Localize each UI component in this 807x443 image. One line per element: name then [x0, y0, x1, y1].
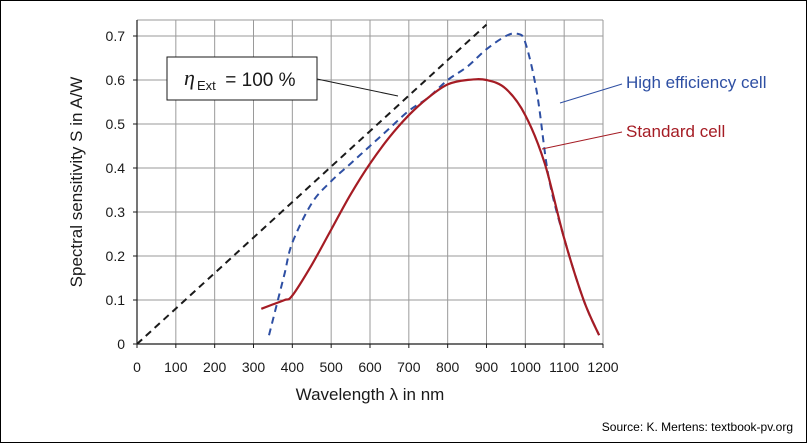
y-tick-label: 0.7	[106, 28, 126, 44]
y-tick-label: 0.4	[106, 160, 126, 176]
y-tick-label: 0.1	[106, 292, 126, 308]
standard-cell-leader-line	[541, 131, 623, 150]
y-tick-label: 0.2	[106, 248, 126, 264]
source-credit: Source: K. Mertens: textbook-pv.org	[601, 420, 793, 434]
y-tick-label: 0	[117, 336, 125, 352]
x-tick-label: 600	[358, 359, 382, 375]
x-tick-label: 500	[319, 359, 343, 375]
eta-value: = 100 %	[220, 70, 296, 91]
y-axis-title: Spectral sensitivity S in A/W	[67, 77, 86, 288]
series-layer	[137, 23, 601, 344]
y-tick-label: 0.3	[106, 204, 126, 220]
standard-cell-label: Standard cell	[626, 122, 725, 141]
x-tick-label: 900	[475, 359, 499, 375]
x-tick-label: 1100	[549, 359, 579, 375]
high-efficiency-label: High efficiency cell	[626, 73, 766, 92]
eta-symbol: η	[184, 65, 195, 90]
eta-subscript: Ext	[197, 78, 216, 93]
x-tick-label: 300	[242, 359, 266, 375]
y-tick-label: 0.6	[106, 72, 126, 88]
x-tick-label: 200	[203, 359, 227, 375]
x-tick-label: 1200	[587, 359, 618, 375]
x-tick-label: 100	[164, 359, 188, 375]
eta-annotation: η Ext = 100 %	[166, 56, 399, 101]
x-tick-label: 700	[397, 359, 421, 375]
high-efficiency-leader-line	[559, 83, 623, 104]
series-line-2	[260, 78, 601, 336]
x-tick-label: 400	[281, 359, 305, 375]
x-tick-label: 800	[436, 359, 460, 375]
series-line-1	[268, 32, 601, 336]
grid	[137, 19, 604, 344]
x-axis-title: Wavelength λ in nm	[296, 385, 445, 404]
axes	[133, 20, 604, 348]
tick-labels: 0 100 200 300 400 500 600 700 800 900 1000 1100 1200…	[106, 28, 619, 375]
x-tick-label: 0	[133, 359, 141, 375]
eta-leader-line	[316, 78, 399, 97]
x-tick-label: 1000	[510, 359, 541, 375]
y-tick-label: 0.5	[106, 116, 126, 132]
eta-box	[166, 56, 318, 101]
